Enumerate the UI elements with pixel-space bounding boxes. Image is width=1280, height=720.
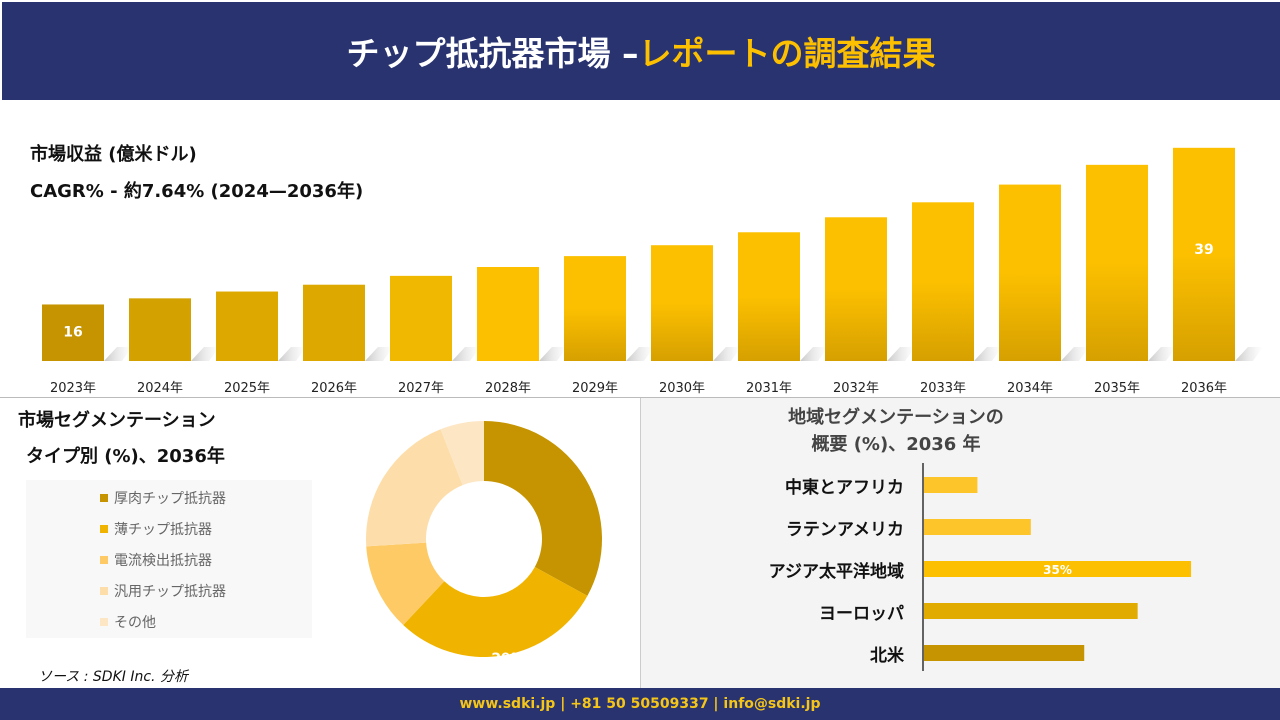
region-title-line2: 概要 (%)、2036 年 <box>811 434 981 455</box>
legend-item: 電流検出抵抗器 <box>100 550 212 570</box>
bar-shadow <box>365 347 393 361</box>
segment-subtitle: タイプ別 (%)、2036年 <box>26 446 225 467</box>
bar-2024年 <box>129 298 191 361</box>
donut-slice-その他 <box>440 421 484 486</box>
legend-label: 厚肉チップ抵抗器 <box>114 491 226 507</box>
bar-shadow <box>887 347 915 361</box>
revenue-bar-chart: 2023年 16 2024年 2025年 2026年 2027年 2028年 2029年 203… <box>42 147 1263 396</box>
bar-shadow <box>974 347 1002 361</box>
bar-2033年 <box>912 202 974 361</box>
revenue-title: 市場収益 (億米ドル) <box>30 144 197 165</box>
x-tick-label: 2036年 <box>1181 381 1227 396</box>
y-tick-label: 中東とアフリカ <box>785 478 904 498</box>
bar-2030年 <box>651 245 713 361</box>
x-tick-label: 2026年 <box>311 381 357 396</box>
legend-label: 汎用チップ抵抗器 <box>114 584 226 600</box>
bar-2026年 <box>303 284 365 361</box>
bar-shadow <box>626 347 654 361</box>
legend-label: 電流検出抵抗器 <box>114 553 212 569</box>
x-tick-label: 2024年 <box>137 381 183 396</box>
bar-data-label: 39 <box>1194 242 1213 258</box>
bar-2032年 <box>825 217 887 361</box>
bar-北米 <box>924 645 1085 661</box>
bar-shadow <box>104 347 132 361</box>
revenue-section: 市場収益 (億米ドル) CAGR% - 約7.64% (2024—2036年) … <box>0 100 1280 397</box>
donut-slice-汎用チップ抵抗器 <box>366 429 463 547</box>
legend-swatch <box>100 587 108 595</box>
bar-2034年 <box>999 184 1061 361</box>
x-tick-label: 2034年 <box>1007 381 1053 396</box>
page-header: チップ抵抗器市場 – レポートの調査結果 <box>2 2 1280 100</box>
x-tick-label: 2032年 <box>833 381 879 396</box>
bar-ヨーロッパ <box>924 603 1138 619</box>
bar-2025年 <box>216 291 278 361</box>
bar-shadow <box>1148 347 1176 361</box>
x-tick-label: 2028年 <box>485 381 531 396</box>
legend-label: その他 <box>114 615 156 631</box>
legend-swatch <box>100 618 108 626</box>
y-tick-label: 北米 <box>870 646 904 666</box>
bar-shadow <box>539 347 567 361</box>
x-tick-label: 2029年 <box>572 381 618 396</box>
type-donut-chart: 29% <box>366 421 602 667</box>
legend-swatch <box>100 556 108 564</box>
donut-slice-電流検出抵抗器 <box>366 542 445 626</box>
bar-data-label: 35% <box>1043 563 1072 577</box>
legend-swatch <box>100 525 108 533</box>
x-tick-label: 2031年 <box>746 381 792 396</box>
bar-shadow <box>1061 347 1089 361</box>
section-divider <box>0 397 1280 398</box>
legend-item: 汎用チップ抵抗器 <box>100 581 226 601</box>
x-tick-label: 2030年 <box>659 381 705 396</box>
segment-title: 市場セグメンテーション <box>18 410 216 431</box>
slice-data-label: 29% <box>491 651 525 667</box>
bar-2029年 <box>564 256 626 361</box>
donut-slice-厚肉チップ抵抗器 <box>484 421 602 596</box>
bar-shadow <box>800 347 828 361</box>
legend-item: 厚肉チップ抵抗器 <box>100 488 226 508</box>
bar-2028年 <box>477 267 539 361</box>
bar-アジア太平洋地域 <box>924 561 1192 577</box>
region-bar-chart: 35% <box>922 463 1192 671</box>
bar-中東とアフリカ <box>924 477 978 493</box>
footer-contact: www.sdki.jp | +81 50 50509337 | info@sdk… <box>0 688 1280 720</box>
title-accent: レポートの調査結果 <box>638 34 936 73</box>
y-tick-label: ヨーロッパ <box>819 604 904 624</box>
title-main: チップ抵抗器市場 – <box>346 34 639 73</box>
donut-legend: 厚肉チップ抵抗器 薄チップ抵抗器 電流検出抵抗器 汎用チップ抵抗器 その他 <box>26 480 312 638</box>
bar-ラテンアメリカ <box>924 519 1031 535</box>
y-tick-label: アジア太平洋地域 <box>768 562 904 582</box>
x-tick-label: 2023年 <box>50 381 96 396</box>
legend-swatch <box>100 494 108 502</box>
bar-2027年 <box>390 275 452 361</box>
region-title: 地域セグメンテーションの 概要 (%)、2036 年 <box>641 404 1151 458</box>
region-title-line1: 地域セグメンテーションの <box>788 407 1004 428</box>
bar-shadow <box>191 347 219 361</box>
x-tick-label: 2025年 <box>224 381 270 396</box>
legend-item: その他 <box>100 612 156 632</box>
bar-2036年 <box>1173 147 1235 361</box>
legend-label: 薄チップ抵抗器 <box>114 522 212 538</box>
region-segment-section: 地域セグメンテーションの 概要 (%)、2036 年 中東とアフリカ ラテンアメリ… <box>640 398 1280 688</box>
y-tick-label: ラテンアメリカ <box>785 520 904 540</box>
x-tick-label: 2033年 <box>920 381 966 396</box>
source-note: ソース : SDKI Inc. 分析 <box>38 669 188 685</box>
donut-slice-薄チップ抵抗器 <box>403 566 588 657</box>
bar-2035年 <box>1086 164 1148 361</box>
bar-shadow <box>278 347 306 361</box>
bar-2031年 <box>738 232 800 361</box>
legend-item: 薄チップ抵抗器 <box>100 519 212 539</box>
bar-shadow <box>1235 347 1263 361</box>
x-tick-label: 2027年 <box>398 381 444 396</box>
type-segment-section: 市場セグメンテーション タイプ別 (%)、2036年 厚肉チップ抵抗器 薄チップ抵… <box>0 398 640 688</box>
x-tick-label: 2035年 <box>1094 381 1140 396</box>
bar-data-label: 16 <box>63 324 82 340</box>
cagr-text: CAGR% - 約7.64% (2024—2036年) <box>30 181 364 202</box>
bar-shadow <box>713 347 741 361</box>
bar-shadow <box>452 347 480 361</box>
bar-2023年 <box>42 304 104 361</box>
